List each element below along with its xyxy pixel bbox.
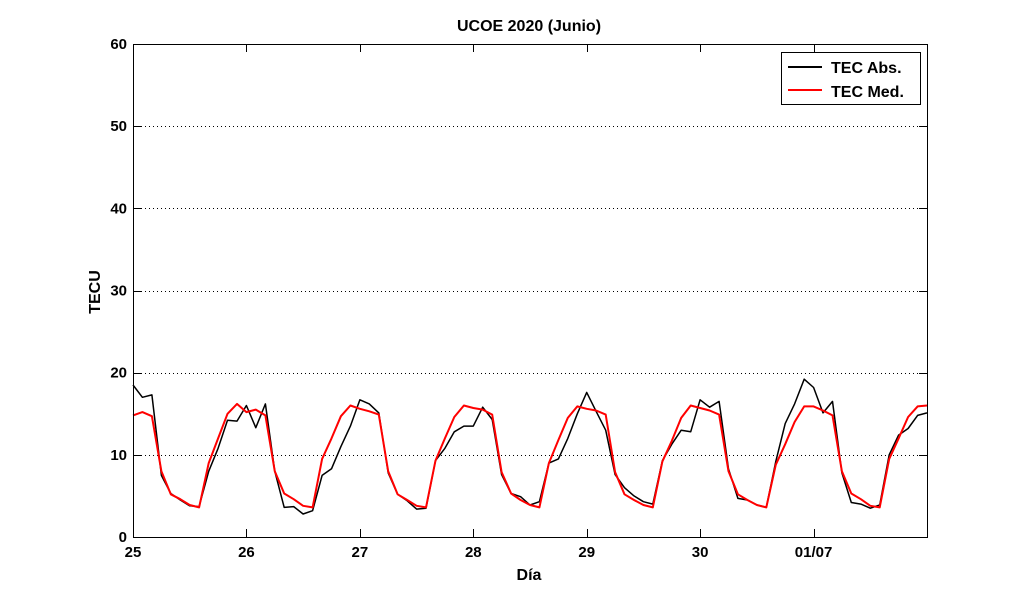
y-axis-label: TECU	[87, 270, 104, 314]
x-tick-label: 25	[125, 544, 142, 561]
y-tick-label: 10	[110, 447, 127, 464]
legend-box	[781, 52, 921, 105]
y-tick-label: 0	[119, 529, 127, 546]
series-layer	[132, 378, 928, 515]
y-axis-ticks: 0 10 20 30 40 50 60	[110, 36, 927, 546]
x-axis-ticks: 25 26 27 28 29 30 01/07	[125, 44, 833, 561]
y-tick-label: 30	[110, 283, 127, 300]
x-tick-label: 27	[352, 544, 369, 561]
legend: TEC Abs. TEC Med.	[781, 52, 921, 105]
plot-area-frame	[133, 44, 928, 538]
x-tick-label: 01/07	[795, 544, 833, 561]
x-tick-label: 30	[692, 544, 709, 561]
y-gridlines	[133, 126, 927, 456]
y-tick-label: 60	[110, 36, 127, 53]
y-tick-label: 50	[110, 118, 127, 135]
chart-title: UCOE 2020 (Junio)	[457, 18, 601, 35]
x-axis-label: Día	[517, 567, 542, 584]
series-line-tec-med	[132, 402, 928, 509]
x-tick-label: 26	[238, 544, 255, 561]
y-tick-label: 20	[110, 365, 127, 382]
legend-label-tec-med: TEC Med.	[831, 84, 904, 101]
x-tick-label: 29	[578, 544, 595, 561]
y-tick-label: 40	[110, 200, 127, 217]
legend-label-tec-abs: TEC Abs.	[831, 60, 902, 77]
x-tick-label: 28	[465, 544, 482, 561]
series-line-tec-abs	[132, 378, 928, 515]
